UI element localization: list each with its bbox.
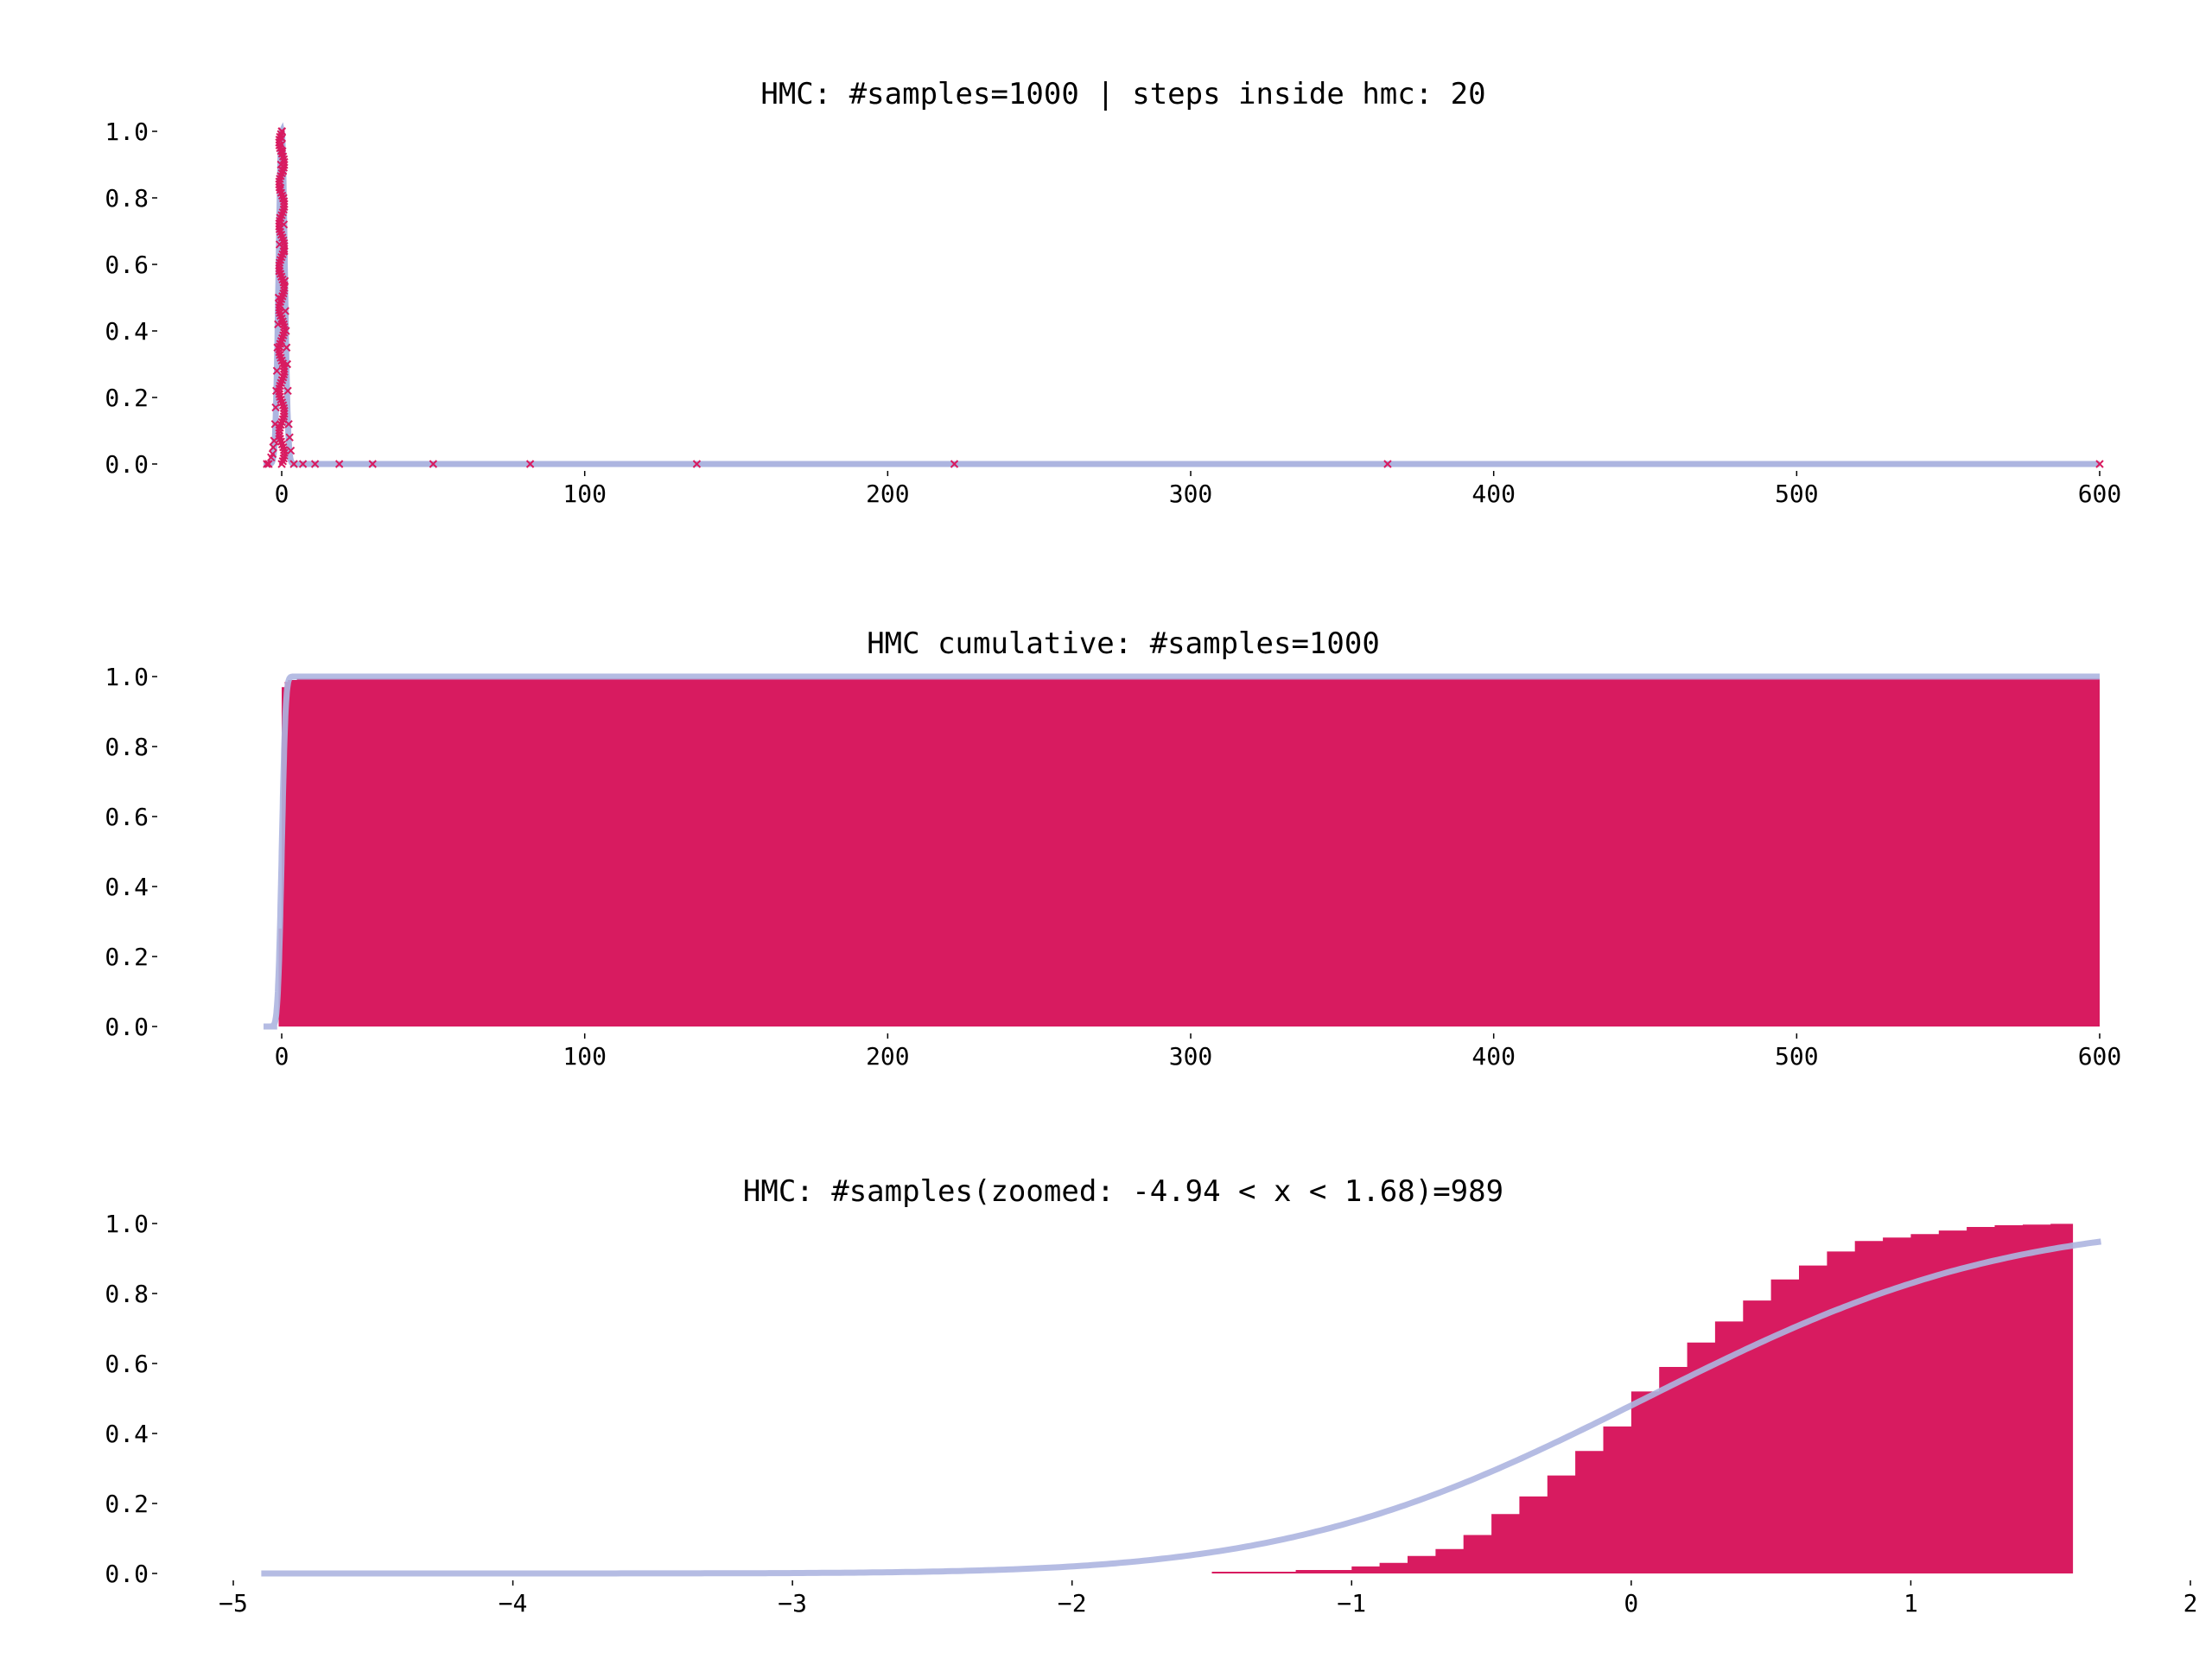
y-tick-label: 0.2 [105,943,149,971]
chart-title-zoomed: HMC: #samples(zoomed: -4.94 < x < 1.68)=… [743,1174,1503,1209]
y-tick-label: 1.0 [105,1210,149,1238]
sample-point [692,460,702,468]
sample-point [269,443,277,452]
x-tick-label: 200 [866,1042,910,1071]
panel-cumulative: HMC cumulative: #samples=1000 0.0 0.2 0.4 0… [105,626,2121,1071]
y-tick-label: 0.6 [105,1350,149,1378]
x-tick-label: −1 [1337,1589,1366,1618]
sample-point [272,366,282,375]
sample-cdf-area [250,1224,2074,1573]
sample-point [268,449,277,459]
sample-point [334,460,344,468]
x-tick-label: 300 [1169,480,1213,508]
x-tick-label: −2 [1058,1589,1087,1618]
sample-point [950,460,959,468]
x-tick-label: 400 [1471,1042,1516,1071]
sample-point [2095,460,2104,468]
y-tick-label: 0.0 [105,1560,149,1588]
sample-point [1383,460,1392,468]
sample-point [310,460,320,468]
chart-title-pdf: HMC: #samples=1000 | steps inside hmc: 2… [760,77,1485,111]
chart-title-cumulative: HMC cumulative: #samples=1000 [867,626,1380,661]
y-tick-label: 1.0 [105,118,149,146]
x-tick-label: −5 [219,1589,248,1618]
sample-point [525,460,535,468]
panel-pdf: HMC: #samples=1000 | steps inside hmc: 2… [105,77,2121,508]
sample-point [283,386,292,396]
y-tick-label: 0.6 [105,803,149,831]
sample-point [285,433,294,442]
y-tick-label: 0.8 [105,1280,149,1308]
x-tick-label: 600 [2078,480,2122,508]
sample-point [264,460,273,468]
sample-point [289,460,298,468]
sample-point [368,460,377,468]
y-tick-label: 0.2 [105,384,149,412]
reference-cdf-line [264,673,2100,1030]
panel-zoomed: HMC: #samples(zoomed: -4.94 < x < 1.68)=… [105,1174,2197,1618]
sample-point [280,322,289,332]
x-tick-label: 500 [1775,1042,1819,1071]
x-tick-label: 1 [1904,1589,1918,1618]
x-tick-label: 100 [563,480,607,508]
sample-cdf-area [276,677,2100,1027]
sample-point [429,460,438,468]
y-tick-label: 0.4 [105,317,149,346]
y-tick-label: 0.0 [105,1013,149,1041]
sample-point [298,460,308,468]
sample-point [263,460,271,468]
sample-point [271,403,280,412]
y-tick-label: 0.2 [105,1490,149,1518]
x-tick-label: 200 [866,480,910,508]
sample-point [275,219,283,228]
y-tick-label: 0.4 [105,873,149,901]
reference-pdf-line [264,122,2100,467]
y-tick-label: 0.6 [105,251,149,279]
x-tick-label: 0 [275,1042,289,1071]
x-tick-label: −4 [499,1589,528,1618]
x-tick-label: −3 [778,1589,807,1618]
sample-point [277,127,287,136]
x-tick-label: 0 [275,480,289,508]
x-tick-label: 600 [2078,1042,2122,1071]
y-tick-label: 0.0 [105,450,149,479]
reference-cdf-line [261,1238,2101,1577]
y-tick-label: 0.8 [105,184,149,213]
x-tick-label: 0 [1624,1589,1638,1618]
y-tick-label: 0.4 [105,1420,149,1448]
sample-point [282,343,291,352]
x-tick-label: 500 [1775,480,1819,508]
x-tick-label: 400 [1471,480,1516,508]
sample-point [275,177,283,186]
sample-point [280,365,289,373]
x-tick-label: 100 [563,1042,607,1071]
y-tick-label: 0.8 [105,733,149,761]
x-tick-label: 300 [1169,1042,1213,1071]
sample-point [286,446,296,455]
x-tick-label: 2 [2183,1589,2198,1618]
y-tick-label: 1.0 [105,663,149,691]
